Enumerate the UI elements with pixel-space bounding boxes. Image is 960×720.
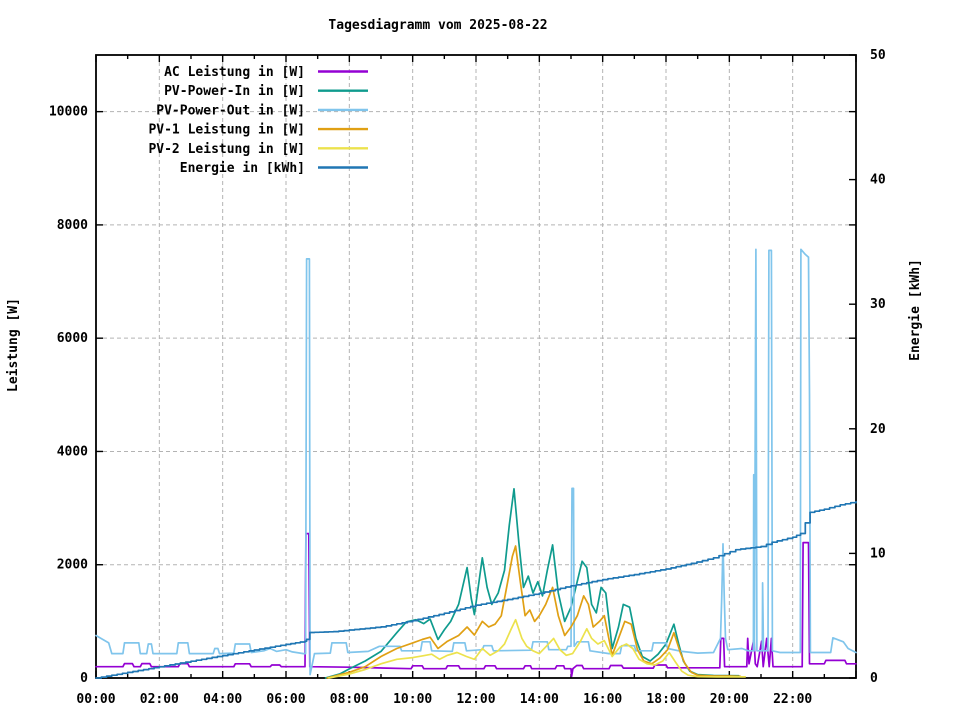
series-pv_in [324,487,740,679]
y-right-tick-label: 50 [870,48,886,63]
x-tick-label: 12:00 [456,692,495,707]
series-energy [95,500,857,679]
y-left-tick-label: 2000 [57,558,88,573]
x-tick-label: 16:00 [583,692,622,707]
x-tick-label: 00:00 [76,692,115,707]
legend-label-pv1: PV-1 Leistung in [W] [148,123,305,138]
x-tick-label: 08:00 [330,692,369,707]
y-left-tick-label: 8000 [57,218,88,233]
y-right-tick-label: 20 [870,422,886,437]
y-left-tick-label: 4000 [57,444,88,459]
series-pv2 [327,618,747,679]
y-left-tick-label: 6000 [57,331,88,346]
y-right-tick-label: 40 [870,173,886,188]
legend-label-ac: AC Leistung in [W] [164,65,305,80]
x-tick-label: 20:00 [710,692,749,707]
x-tick-label: 02:00 [140,692,179,707]
plot-frame [95,54,857,679]
series-pv_out [95,248,857,676]
legend-label-pv_out: PV-Power-Out in [W] [156,103,305,118]
x-tick-label: 18:00 [646,692,685,707]
legend-label-energy: Energie in [kWh] [180,161,305,176]
x-tick-label: 14:00 [520,692,559,707]
y-right-tick-label: 0 [870,671,878,686]
series-pv1 [326,545,742,679]
y-right-tick-label: 10 [870,546,886,561]
x-tick-label: 06:00 [266,692,305,707]
chart-title: Tagesdiagramm vom 2025-08-22 [328,18,548,33]
y-left-tick-label: 0 [80,671,88,686]
x-tick-label: 10:00 [393,692,432,707]
y-right-tick-label: 30 [870,297,886,312]
y-left-tick-label: 10000 [49,105,88,120]
legend-label-pv_in: PV-Power-In in [W] [164,84,305,99]
x-tick-label: 22:00 [773,692,812,707]
legend-label-pv2: PV-2 Leistung in [W] [148,142,305,157]
x-tick-label: 04:00 [203,692,242,707]
